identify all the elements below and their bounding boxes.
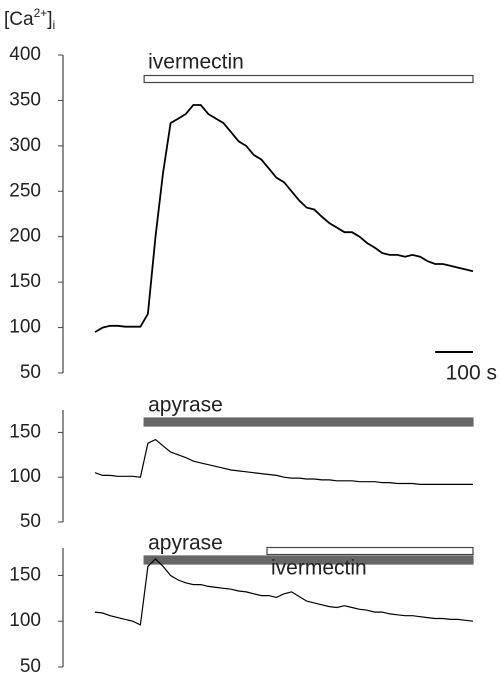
label-sup: 2+ [34,6,48,20]
treatment-label: apyrase [148,394,223,417]
y-tick-label: 350 [9,89,41,110]
treatment-label: apyrase [148,532,223,555]
treatment-bar [143,417,474,427]
y-tick-label: 200 [9,226,41,247]
trace [94,558,474,626]
y-tick-label: 50 [20,656,41,677]
y-tick-label: 100 [9,466,41,487]
y-tick-label: 150 [9,421,41,442]
y-tick-label: 250 [9,180,41,201]
treatment-bar [266,546,474,556]
treatment-label: ivermectin [271,557,367,580]
y-tick-label: 100 [9,610,41,631]
y-tick-label: 50 [20,362,41,383]
y-tick-label: 50 [20,511,41,532]
trace [94,438,473,485]
treatment-bar [143,555,474,565]
treatment-bar [143,74,474,84]
label-part: ] [47,9,52,30]
y-tick-label: 300 [9,135,41,156]
y-tick-label: 400 [9,44,41,65]
y-tick-label: 150 [9,564,41,585]
y-tick-label: 100 [9,317,41,338]
trace [94,104,474,333]
y-axis-label: [Ca2+]i [4,6,55,32]
treatment-label: ivermectin [148,51,244,74]
label-part: [Ca [4,9,34,30]
label-sub: i [53,18,56,32]
scale-bar-label: 100 s [446,362,497,385]
y-tick-label: 150 [9,271,41,292]
